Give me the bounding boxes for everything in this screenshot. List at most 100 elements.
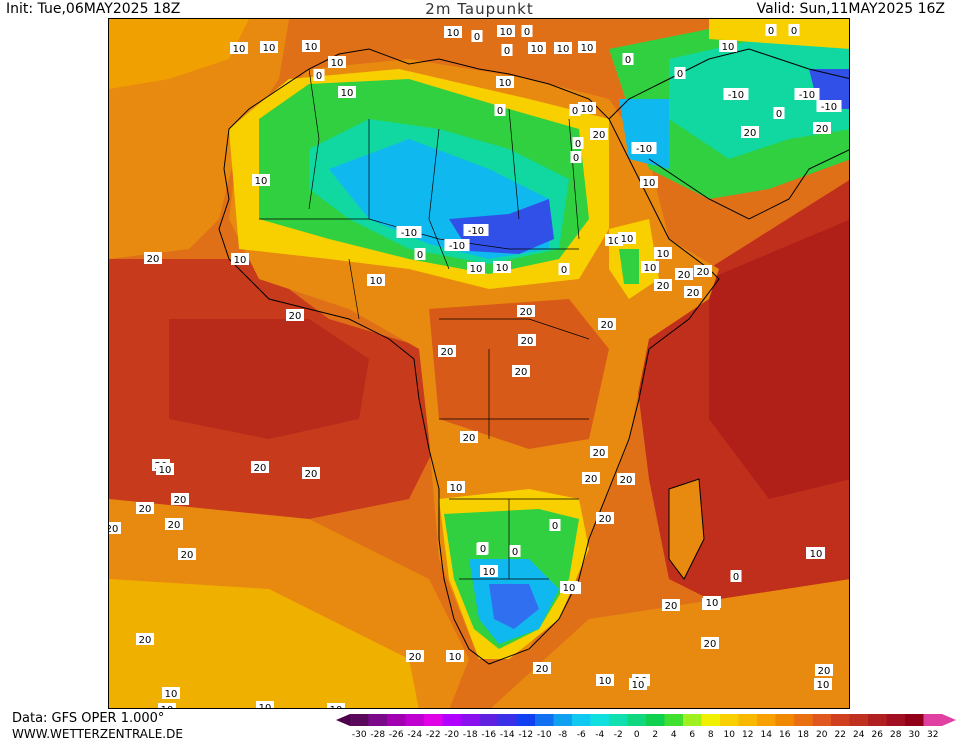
svg-text:0: 0 (561, 265, 567, 276)
map-title: 2m Taupunkt (425, 0, 534, 18)
svg-text:10: 10 (255, 176, 268, 187)
contour-value-label: 20 (517, 305, 535, 318)
contour-value-label: 20 (741, 126, 759, 139)
svg-text:10: 10 (263, 43, 276, 54)
website-label: WWW.WETTERZENTRALE.DE (12, 727, 183, 741)
svg-text:10: 10 (644, 263, 657, 274)
svg-text:0: 0 (552, 521, 558, 532)
scale-swatches (350, 714, 943, 726)
scale-swatch (405, 714, 425, 726)
svg-text:0: 0 (677, 69, 683, 80)
svg-text:10: 10 (450, 483, 463, 494)
contour-value-label: 10 (446, 650, 464, 663)
scale-swatch (757, 714, 776, 726)
contour-value-label: 20 (251, 461, 269, 474)
scale-swatch (701, 714, 721, 726)
contour-value-label: 10 (641, 261, 659, 274)
scale-tick-label: -20 (444, 730, 459, 740)
svg-text:10: 10 (330, 705, 343, 709)
svg-text:-10: -10 (821, 102, 837, 113)
scale-tick-label: 10 (724, 730, 736, 740)
scale-tick-label: 0 (634, 730, 640, 740)
scale-tick-label: 14 (761, 730, 773, 740)
contour-value-label: 10 (640, 176, 658, 189)
contour-value-label: 10 (554, 42, 572, 55)
scale-swatch (498, 714, 517, 726)
svg-text:0: 0 (316, 71, 322, 82)
contour-value-label: 10 (252, 174, 270, 187)
scale-swatch (886, 714, 906, 726)
svg-text:20: 20 (818, 666, 831, 677)
svg-text:10: 10 (447, 28, 460, 39)
svg-text:-10: -10 (449, 241, 465, 252)
svg-text:0: 0 (417, 250, 423, 261)
contour-value-label: 10 (496, 76, 514, 89)
scale-tick-label: -4 (595, 730, 604, 740)
dewpoint-map[interactable]: 10 10 10 10 10 10 10 10 0 0 0 10 0 10 10 0 0 -10 -10 0 -10 20… (108, 18, 850, 709)
south-atlantic-cool (109, 579, 419, 708)
data-source-label: Data: GFS OPER 1.000° (12, 711, 165, 726)
contour-value-label: 0 (730, 570, 742, 583)
contour-value-label: 20 (109, 522, 121, 535)
svg-text:10: 10 (449, 652, 462, 663)
contour-value-label: 20 (286, 309, 304, 322)
contour-value-label: 0 (471, 30, 483, 43)
svg-text:-10: -10 (468, 226, 484, 237)
svg-text:-10: -10 (636, 144, 652, 155)
contour-value-label: 20 (512, 365, 530, 378)
svg-text:-10: -10 (728, 90, 744, 101)
svg-text:10: 10 (817, 680, 830, 691)
svg-text:20: 20 (305, 469, 318, 480)
svg-text:20: 20 (181, 550, 194, 561)
contour-value-label: 0 (313, 69, 325, 82)
svg-text:0: 0 (572, 106, 578, 117)
svg-text:10: 10 (370, 276, 383, 287)
svg-text:0: 0 (575, 139, 581, 150)
svg-text:20: 20 (409, 652, 422, 663)
contour-value-label: 10 (230, 42, 248, 55)
svg-text:10: 10 (581, 43, 594, 54)
sahara-blue-core (449, 199, 554, 254)
madagascar-field (669, 479, 704, 579)
contour-value-label: 20 (617, 473, 635, 486)
contour-value-label: 20 (460, 431, 478, 444)
scale-tick-label: -26 (389, 730, 404, 740)
scale-ticks: -30 -28 -26 -24 -22 -20 -18 -16 -14 -12 -10 -8 -6 -4-… (352, 730, 939, 740)
contour-value-label: 10 (338, 86, 356, 99)
svg-text:10: 10 (499, 78, 512, 89)
contour-value-label: 0 (674, 67, 686, 80)
contour-value-label: 20 (302, 467, 320, 480)
contour-value-label: 20 (178, 548, 196, 561)
contour-value-label: 10 (596, 674, 614, 687)
contour-value-label: 20 (813, 122, 831, 135)
arabia-coastline (648, 149, 849, 220)
contour-value-label: 20 (533, 662, 551, 675)
contour-value-label: 20 (438, 345, 456, 358)
tropical-atlantic-core (169, 319, 369, 439)
contour-value-label: 20 (136, 633, 154, 646)
north-yellow-strip (709, 19, 849, 49)
svg-text:10: 10 (305, 42, 318, 53)
scale-tick-label: 26 (872, 730, 884, 740)
scale-swatch (609, 714, 628, 726)
scale-tick-label: -8 (558, 730, 567, 740)
scale-tick-label: 20 (816, 730, 828, 740)
scale-swatch (868, 714, 887, 726)
svg-text:20: 20 (585, 474, 598, 485)
svg-text:10: 10 (563, 583, 576, 594)
scale-tick-label: -16 (481, 730, 496, 740)
svg-text:20: 20 (704, 639, 717, 650)
contour-value-label: 10 (814, 678, 832, 691)
svg-text:20: 20 (593, 130, 606, 141)
contour-value-label: 10 (367, 274, 385, 287)
contour-value-label: 0 (765, 24, 777, 37)
contour-value-label: -10 (794, 88, 820, 101)
svg-text:20: 20 (254, 463, 267, 474)
svg-text:20: 20 (593, 448, 606, 459)
contour-value-label: 10 (444, 26, 462, 39)
svg-text:20: 20 (147, 254, 160, 265)
scale-swatch (387, 714, 406, 726)
svg-text:20: 20 (665, 601, 678, 612)
svg-text:10: 10 (599, 676, 612, 687)
contour-value-label: -10 (396, 226, 422, 239)
